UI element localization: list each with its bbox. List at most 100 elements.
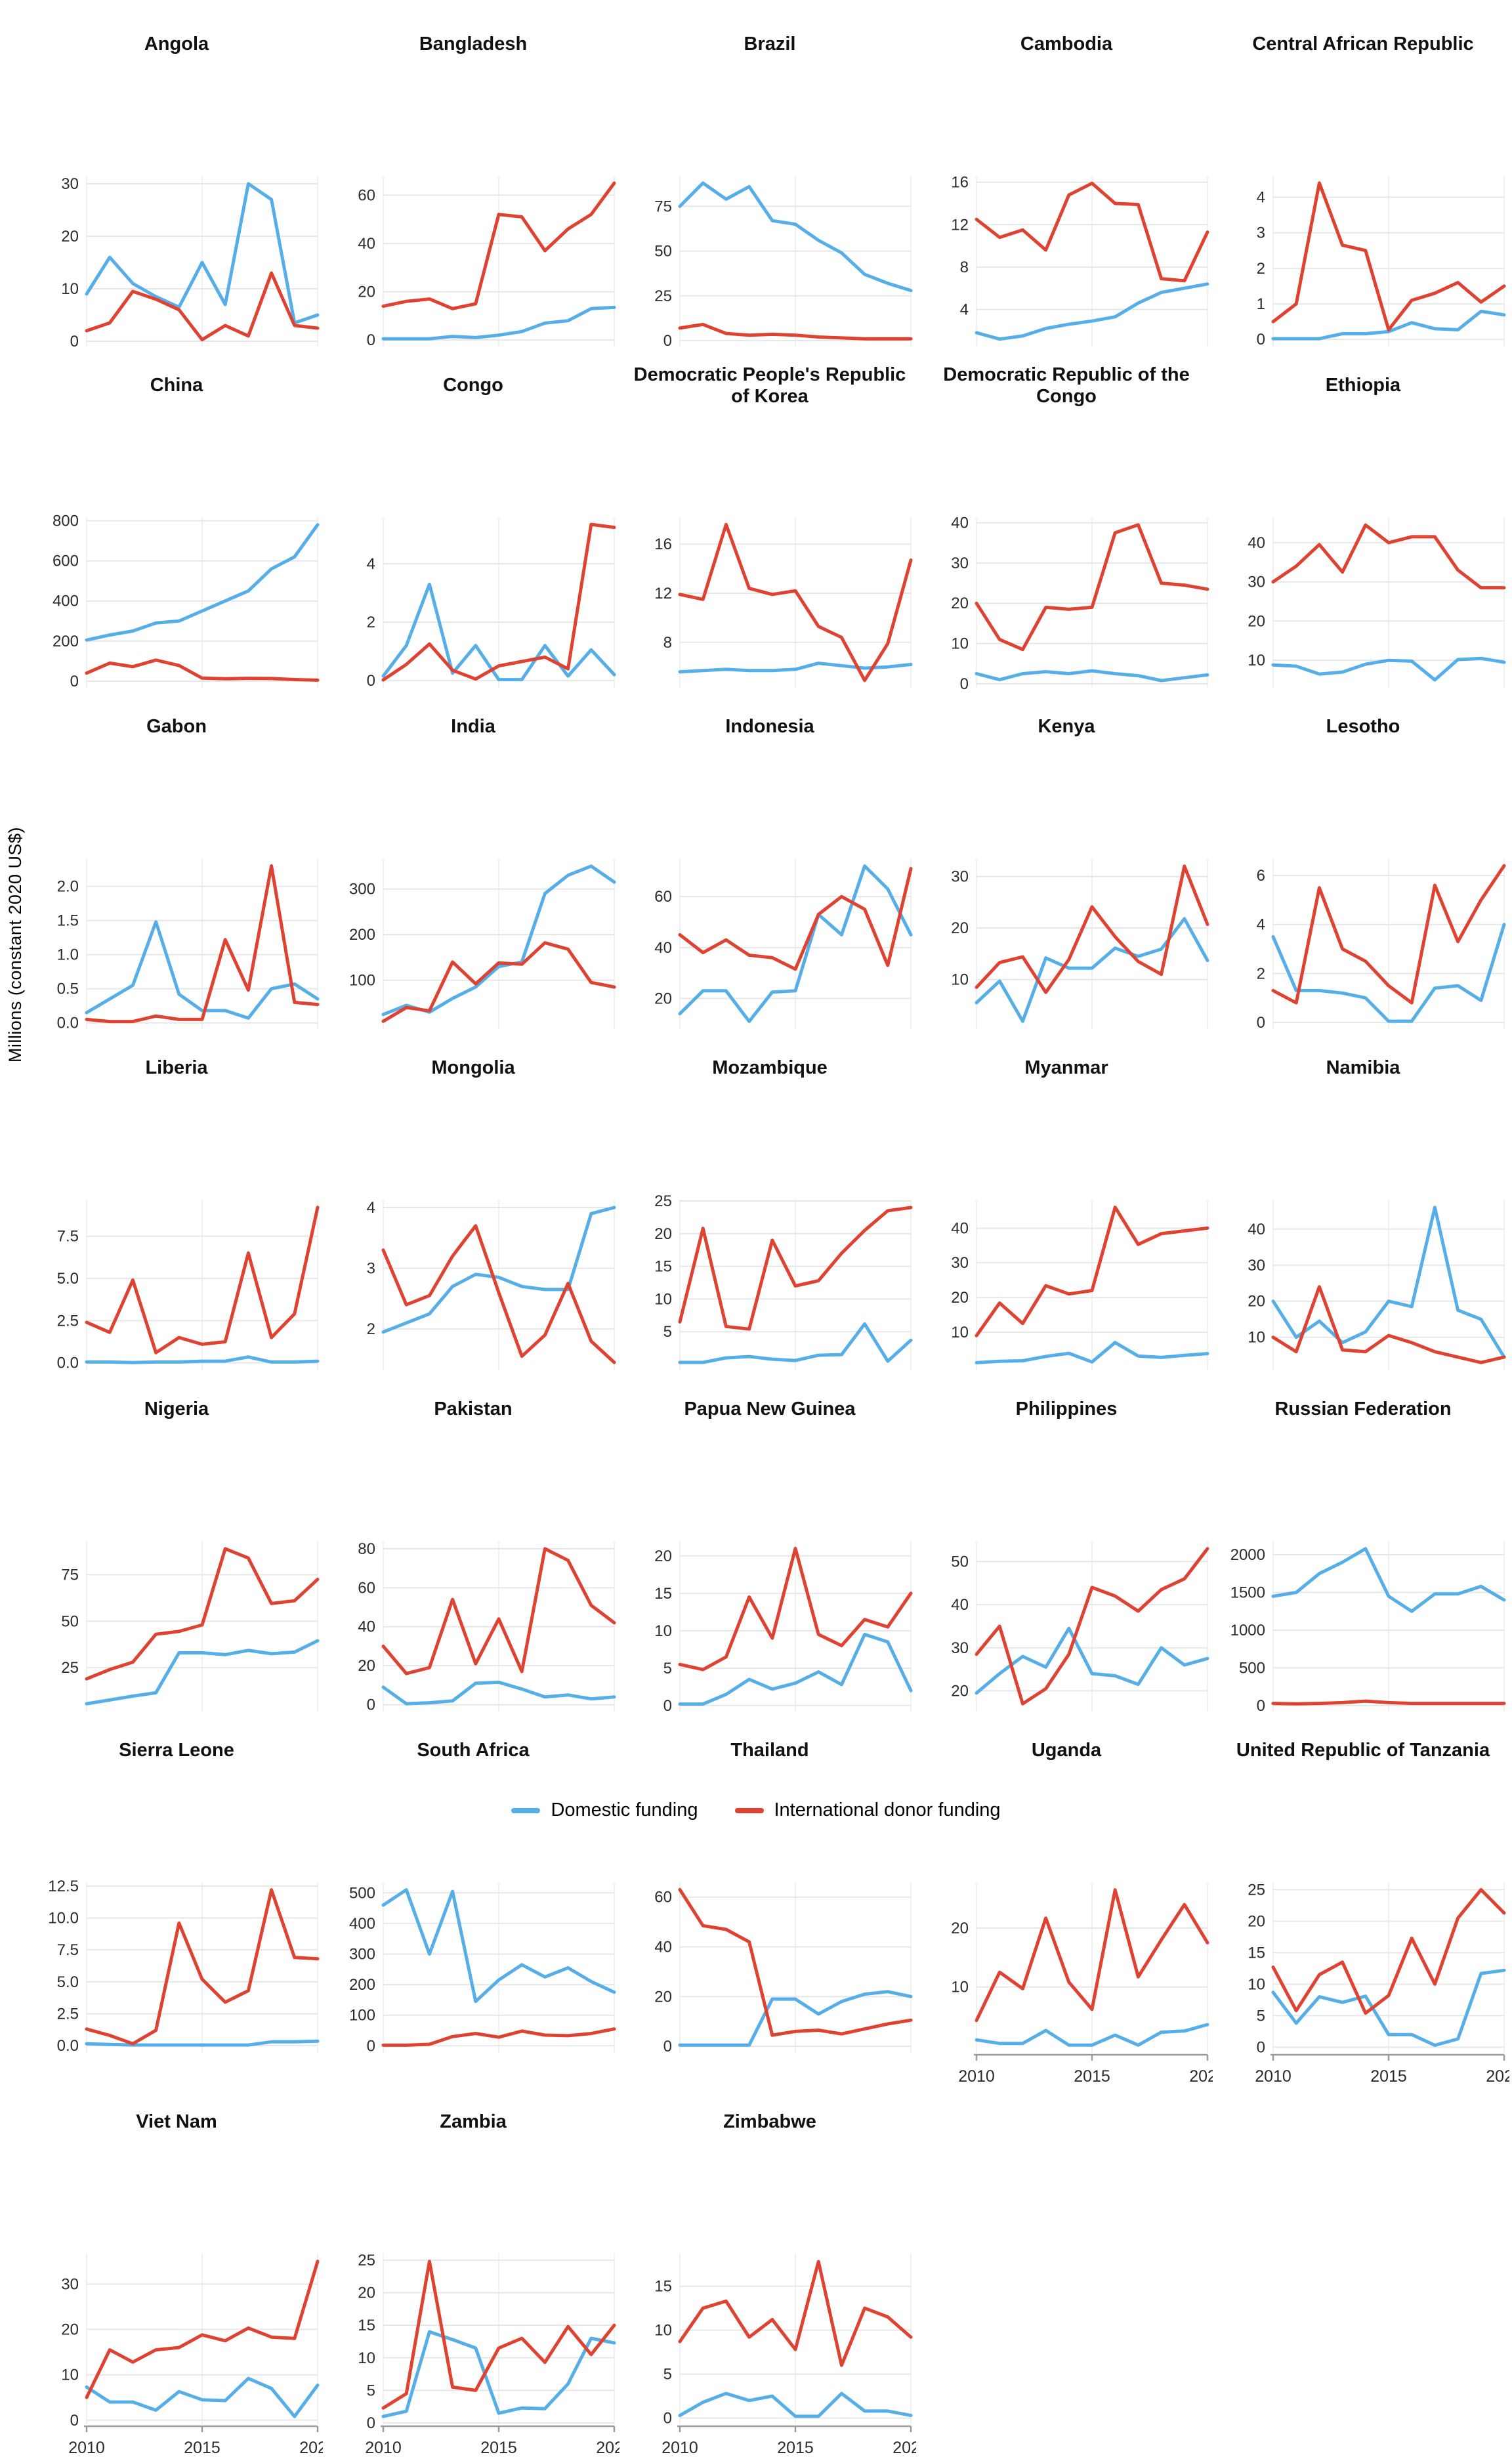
y-tick-label: 2.0 — [57, 878, 79, 896]
y-tick-label: 8 — [663, 634, 672, 652]
y-tick-label: 300 — [349, 881, 375, 898]
y-tick-label: 10 — [358, 2349, 375, 2367]
domestic-line-gabon — [85, 920, 320, 1020]
panel-uganda: Uganda 10 20 2010 2015 2020 — [920, 1725, 1213, 2090]
panel-title-thailand: Thailand — [730, 1740, 809, 1761]
chart-viet-nam: 0 10 20 30 2010 2015 2020 — [61, 2254, 323, 2457]
y-tick-label: 10 — [61, 280, 79, 298]
x-tick-label: 2015 — [1370, 2067, 1407, 2086]
international-line-brazil — [678, 322, 913, 341]
international-line-democratic-republic-of-the-congo — [975, 523, 1209, 652]
y-tick-label: 16 — [654, 536, 672, 553]
y-tick-label: 25 — [1248, 1882, 1265, 1899]
y-tick-label: 50 — [654, 243, 672, 261]
domestic-line-philippines — [975, 1626, 1209, 1695]
y-tick-label: 4 — [1257, 189, 1265, 207]
y-tick-label: 10 — [951, 1979, 969, 1996]
international-line-china — [85, 658, 320, 682]
y-tick-label: 10 — [654, 2322, 672, 2340]
x-tick-label: 2010 — [1255, 2067, 1292, 2086]
y-tick-label: 1.0 — [57, 946, 79, 964]
x-tick-label: 2020 — [299, 2439, 323, 2457]
x-tick-label: 2020 — [1486, 2067, 1509, 2086]
legend-label-domestic: Domestic funding — [551, 1799, 698, 1820]
y-tick-label: 5.0 — [57, 1270, 79, 1288]
y-tick-label: 5 — [1257, 2007, 1265, 2025]
y-tick-label: 0 — [1257, 1014, 1265, 1032]
y-tick-label: 40 — [358, 235, 375, 253]
international-line-liberia — [85, 1206, 320, 1355]
panel-title-liberia: Liberia — [145, 1057, 208, 1079]
y-tick-label: 2 — [1257, 965, 1265, 982]
chart-central-african-republic: 0 1 2 3 4 — [1257, 176, 1506, 348]
panel-cambodia: Cambodia 4 8 12 16 — [920, 18, 1213, 353]
y-tick-label: 0 — [663, 2038, 672, 2055]
international-line-central-african-republic — [1271, 181, 1506, 331]
international-line-angola — [85, 271, 320, 342]
panel-brazil: Brazil 0 25 50 75 — [623, 18, 916, 353]
panel-gabon: Gabon 0.0 0.5 1.0 1.5 2.0 — [30, 701, 323, 1036]
chart-cambodia: 4 8 12 16 — [951, 174, 1209, 347]
y-tick-label: 10 — [1248, 652, 1265, 669]
y-tick-label: 0.0 — [57, 1355, 79, 1372]
y-axis-label-column: Millions (constant 2020 US$) — [0, 0, 30, 1890]
panel-congo: Congo 0 2 4 — [327, 360, 620, 694]
y-tick-label: 0 — [367, 2414, 375, 2432]
international-line-ethiopia — [1271, 523, 1506, 590]
panel-title-sierra-leone: Sierra Leone — [119, 1740, 234, 1761]
y-tick-label: 100 — [349, 972, 375, 990]
y-tick-label: 3 — [367, 1260, 375, 1278]
y-tick-label: 3 — [1257, 224, 1265, 242]
domestic-line-mongolia — [381, 1206, 616, 1334]
y-tick-label: 10 — [951, 971, 969, 989]
panel-title-pakistan: Pakistan — [434, 1399, 513, 1420]
y-tick-label: 0.0 — [57, 1015, 79, 1032]
chart-grid: Angola 0 10 20 30 Bangladesh 0 20 40 60 Brazil 0 25 5… — [30, 0, 1512, 2457]
panel-united-republic-of-tanzania: United Republic of Tanzania 0 5 10 15 20 25 201… — [1217, 1725, 1509, 2090]
panel-title-viet-nam: Viet Nam — [136, 2111, 217, 2133]
y-tick-label: 10 — [654, 1622, 672, 1640]
panel-lesotho: Lesotho 0 2 4 6 — [1217, 701, 1509, 1036]
y-tick-label: 16 — [951, 174, 969, 192]
y-tick-label: 30 — [951, 868, 969, 885]
international-line-russian-federation — [1271, 1699, 1506, 1706]
panel-ethiopia: Ethiopia 10 20 30 40 — [1217, 360, 1509, 694]
y-tick-label: 20 — [654, 1988, 672, 2006]
chart-kenya: 10 20 30 — [951, 858, 1209, 1029]
y-tick-label: 30 — [951, 1254, 969, 1272]
panel-title-papua-new-guinea: Papua New Guinea — [684, 1399, 856, 1420]
chart-democratic-people-s-republic-of-korea: 8 12 16 — [654, 517, 913, 688]
panel-mozambique: Mozambique 5 10 15 20 25 — [623, 1042, 916, 1377]
chart-liberia: 0.0 2.5 5.0 7.5 — [57, 1200, 320, 1372]
domestic-line-democratic-republic-of-the-congo — [975, 669, 1209, 683]
y-tick-label: 2 — [367, 1320, 375, 1338]
panel-papua-new-guinea: Papua New Guinea 0 5 10 15 20 — [623, 1383, 916, 1718]
domestic-line-angola — [85, 182, 320, 325]
x-tick-label: 2020 — [1189, 2067, 1213, 2086]
panel-title-namibia: Namibia — [1326, 1057, 1400, 1079]
panel-title-cambodia: Cambodia — [1020, 33, 1113, 55]
y-tick-label: 15 — [1248, 1944, 1265, 1962]
chart-uganda: 10 20 2010 2015 2020 — [951, 1882, 1213, 2086]
y-tick-label: 0.0 — [57, 2037, 79, 2055]
panel-title-zambia: Zambia — [440, 2111, 507, 2133]
chart-united-republic-of-tanzania: 0 5 10 15 20 25 2010 2015 2020 — [1248, 1882, 1509, 2086]
legend-item-domestic: Domestic funding — [511, 1799, 698, 1821]
y-tick-label: 20 — [358, 284, 375, 301]
y-tick-label: 800 — [52, 512, 79, 530]
domestic-line-liberia — [85, 1355, 320, 1364]
domestic-line-swatch — [511, 1807, 541, 1813]
y-tick-label: 30 — [1248, 574, 1265, 591]
chart-papua-new-guinea: 0 5 10 15 20 — [654, 1541, 913, 1715]
chart-philippines: 20 30 40 50 — [951, 1541, 1209, 1712]
y-tick-label: 12.5 — [48, 1878, 79, 1895]
x-tick-label: 2015 — [777, 2439, 814, 2457]
legend-item-international: International donor funding — [734, 1799, 1001, 1821]
international-line-congo — [381, 522, 616, 682]
domestic-line-congo — [381, 582, 616, 682]
x-tick-label: 2015 — [1074, 2067, 1110, 2086]
y-tick-label: 2.5 — [57, 2005, 79, 2023]
y-tick-label: 10 — [951, 635, 969, 653]
domestic-line-myanmar — [975, 1341, 1209, 1364]
